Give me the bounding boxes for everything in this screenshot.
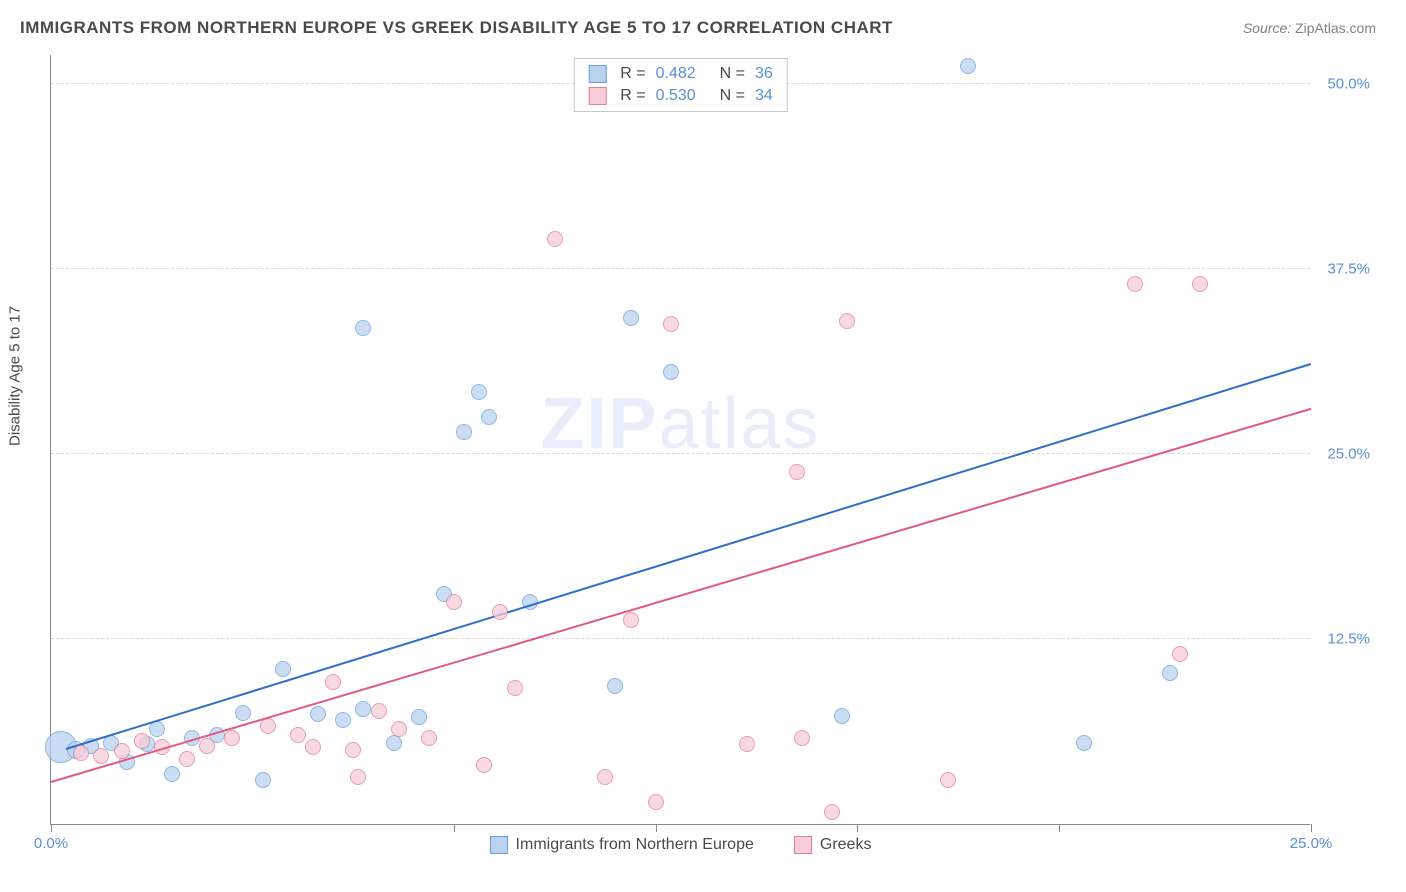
legend-swatch xyxy=(588,65,606,83)
y-tick-label: 37.5% xyxy=(1327,260,1370,277)
data-point xyxy=(1192,276,1208,292)
y-tick-label: 50.0% xyxy=(1327,75,1370,92)
data-point xyxy=(456,424,472,440)
data-point xyxy=(794,730,810,746)
data-point xyxy=(421,730,437,746)
data-point xyxy=(940,772,956,788)
legend-r-value: 0.482 xyxy=(656,65,696,83)
x-tick xyxy=(1059,824,1060,832)
legend-row: R = 0.482 N = 36 xyxy=(574,63,787,85)
legend-n-value: 36 xyxy=(755,65,773,83)
source-link[interactable]: ZipAtlas.com xyxy=(1295,20,1376,36)
data-point xyxy=(623,612,639,628)
y-axis-title: Disability Age 5 to 17 xyxy=(7,306,24,446)
data-point xyxy=(199,738,215,754)
legend-n-value: 34 xyxy=(755,87,773,105)
y-tick-label: 12.5% xyxy=(1327,630,1370,647)
data-point xyxy=(275,661,291,677)
legend-r-label: R = xyxy=(620,65,645,83)
data-point xyxy=(960,58,976,74)
data-point xyxy=(305,739,321,755)
x-tick xyxy=(51,824,52,832)
data-point xyxy=(345,742,361,758)
x-tick xyxy=(656,824,657,832)
data-point xyxy=(1076,735,1092,751)
gridline xyxy=(51,453,1310,454)
data-point xyxy=(446,594,462,610)
legend-item: Immigrants from Northern Europe xyxy=(490,836,754,854)
data-point xyxy=(411,709,427,725)
data-point xyxy=(739,736,755,752)
data-point xyxy=(607,678,623,694)
gridline xyxy=(51,638,1310,639)
data-point xyxy=(1172,646,1188,662)
correlation-legend: R = 0.482 N = 36 R = 0.530 N = 34 xyxy=(573,58,788,112)
gridline xyxy=(51,268,1310,269)
trend-line xyxy=(51,407,1312,782)
legend-n-label: N = xyxy=(720,65,745,83)
source-attribution: Source: ZipAtlas.com xyxy=(1243,20,1376,36)
data-point xyxy=(663,316,679,332)
data-point xyxy=(623,310,639,326)
legend-swatch xyxy=(490,836,508,854)
legend-row: R = 0.530 N = 34 xyxy=(574,85,787,107)
data-point xyxy=(355,320,371,336)
data-point xyxy=(114,743,130,759)
data-point xyxy=(492,604,508,620)
data-point xyxy=(824,804,840,820)
chart-title: IMMIGRANTS FROM NORTHERN EUROPE VS GREEK… xyxy=(20,18,893,38)
legend-series-name: Immigrants from Northern Europe xyxy=(516,836,754,854)
data-point xyxy=(350,769,366,785)
data-point xyxy=(789,464,805,480)
data-point xyxy=(547,231,563,247)
data-point xyxy=(597,769,613,785)
data-point xyxy=(481,409,497,425)
data-point xyxy=(260,718,276,734)
data-point xyxy=(310,706,326,722)
data-point xyxy=(507,680,523,696)
source-label: Source: xyxy=(1243,20,1291,36)
data-point xyxy=(235,705,251,721)
data-point xyxy=(224,730,240,746)
data-point xyxy=(134,733,150,749)
legend-r-label: R = xyxy=(620,87,645,105)
x-tick xyxy=(857,824,858,832)
data-point xyxy=(834,708,850,724)
data-point xyxy=(1127,276,1143,292)
y-tick-label: 25.0% xyxy=(1327,445,1370,462)
data-point xyxy=(476,757,492,773)
data-point xyxy=(663,364,679,380)
x-tick-label: 25.0% xyxy=(1290,835,1333,852)
data-point xyxy=(255,772,271,788)
data-point xyxy=(1162,665,1178,681)
legend-swatch xyxy=(588,87,606,105)
data-point xyxy=(164,766,180,782)
scatter-plot-area: ZIPatlas 12.5%25.0%37.5%50.0%0.0%25.0%R … xyxy=(50,55,1310,825)
data-point xyxy=(290,727,306,743)
data-point xyxy=(471,384,487,400)
data-point xyxy=(325,674,341,690)
data-point xyxy=(73,745,89,761)
series-legend: Immigrants from Northern Europe Greeks xyxy=(490,836,872,854)
data-point xyxy=(93,748,109,764)
data-point xyxy=(839,313,855,329)
legend-item: Greeks xyxy=(794,836,872,854)
legend-swatch xyxy=(794,836,812,854)
data-point xyxy=(371,703,387,719)
x-tick xyxy=(454,824,455,832)
data-point xyxy=(179,751,195,767)
data-point xyxy=(335,712,351,728)
data-point xyxy=(648,794,664,810)
data-point xyxy=(391,721,407,737)
legend-r-value: 0.530 xyxy=(656,87,696,105)
legend-n-label: N = xyxy=(720,87,745,105)
x-tick xyxy=(1311,824,1312,832)
data-point xyxy=(355,701,371,717)
x-tick-label: 0.0% xyxy=(34,835,68,852)
legend-series-name: Greeks xyxy=(820,836,872,854)
trend-line xyxy=(66,363,1311,750)
